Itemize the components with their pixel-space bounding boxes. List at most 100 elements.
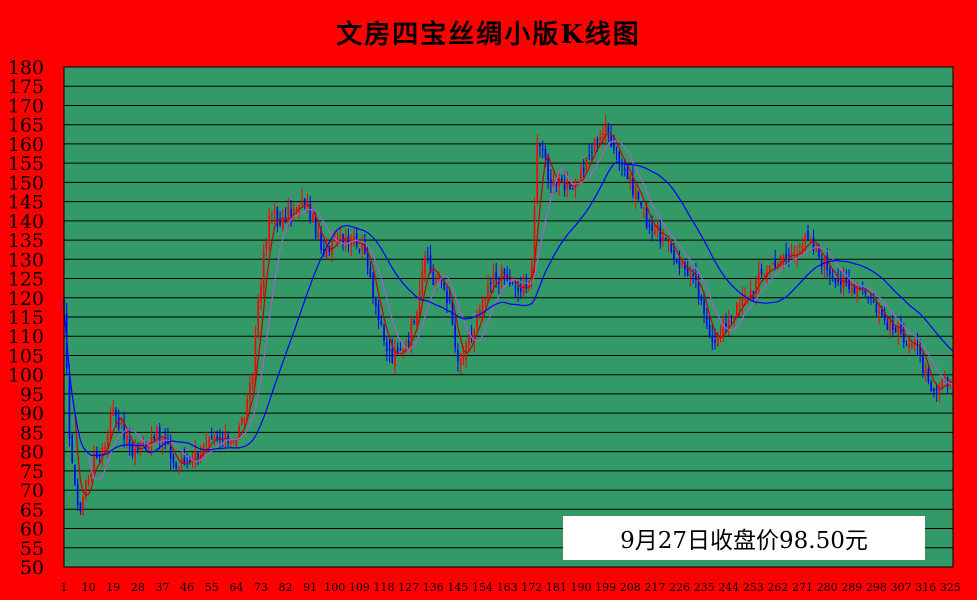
x-tick-label: 181 xyxy=(546,581,567,594)
y-tick-label: 60 xyxy=(20,519,44,541)
y-tick-label: 105 xyxy=(8,345,44,367)
candle xyxy=(522,274,525,299)
y-tick-label: 110 xyxy=(8,326,44,348)
candle xyxy=(730,315,733,325)
x-tick-label: 280 xyxy=(817,581,838,594)
x-tick-label: 289 xyxy=(841,581,862,594)
x-tick-label: 55 xyxy=(205,581,219,594)
candle xyxy=(189,456,191,465)
moving-averages xyxy=(63,133,954,497)
y-tick-label: 100 xyxy=(8,365,44,387)
y-tick-label: 150 xyxy=(8,172,44,194)
x-tick-label: 46 xyxy=(180,581,194,594)
candle xyxy=(593,137,596,153)
candle xyxy=(271,210,273,225)
candle xyxy=(919,339,921,363)
y-tick-label: 75 xyxy=(20,461,44,483)
candle xyxy=(834,278,837,288)
candle xyxy=(779,254,782,268)
candle xyxy=(123,411,125,448)
candle xyxy=(421,260,424,299)
candle xyxy=(640,200,642,209)
y-axis-labels: 1801751701651601551501451401351301251201… xyxy=(8,57,44,579)
y-tick-label: 170 xyxy=(8,95,44,117)
candle xyxy=(153,433,156,442)
y-tick-label: 115 xyxy=(8,307,44,329)
candle xyxy=(711,324,714,351)
candle xyxy=(875,299,878,318)
y-tick-label: 145 xyxy=(8,192,44,214)
candle xyxy=(276,206,279,233)
candle xyxy=(112,400,115,416)
candle xyxy=(443,277,446,292)
candle xyxy=(530,257,533,290)
candle xyxy=(68,364,71,447)
x-tick-label: 82 xyxy=(279,581,293,594)
candle xyxy=(180,452,183,471)
x-tick-label: 19 xyxy=(106,581,120,594)
candle xyxy=(249,373,251,410)
candle xyxy=(301,188,303,206)
candle xyxy=(643,206,645,219)
x-tick-label: 154 xyxy=(472,581,493,594)
candle xyxy=(377,299,380,330)
candle xyxy=(681,257,684,269)
candle xyxy=(878,302,880,325)
candle xyxy=(290,199,292,227)
candle xyxy=(867,295,870,304)
candle xyxy=(429,245,432,274)
candle xyxy=(383,323,385,346)
candle xyxy=(410,315,413,354)
y-tick-label: 135 xyxy=(8,230,44,252)
x-tick-label: 145 xyxy=(447,581,468,594)
candle xyxy=(883,306,886,325)
candle xyxy=(930,379,932,393)
chart-title: 文房四宝丝绸小版K线图 xyxy=(336,20,641,50)
candle xyxy=(615,146,618,161)
candle xyxy=(815,243,818,253)
x-tick-label: 73 xyxy=(254,581,268,594)
candle xyxy=(476,309,478,331)
candle xyxy=(106,428,109,458)
candle xyxy=(796,245,798,267)
candle xyxy=(757,260,760,295)
gridlines xyxy=(64,66,953,568)
candle xyxy=(350,233,353,257)
candle xyxy=(902,323,905,349)
x-tick-label: 253 xyxy=(743,581,764,594)
candle xyxy=(541,140,544,159)
candle xyxy=(604,114,607,145)
candle xyxy=(169,434,172,471)
candle xyxy=(618,150,621,172)
candle xyxy=(708,316,711,339)
candle xyxy=(599,130,601,143)
candle xyxy=(312,212,314,224)
candle xyxy=(303,197,306,210)
candle xyxy=(353,229,355,247)
candle xyxy=(563,171,566,197)
candle xyxy=(927,363,930,385)
candle xyxy=(96,446,98,460)
candle xyxy=(298,204,301,219)
candle xyxy=(678,250,681,276)
candle xyxy=(451,297,454,326)
candle xyxy=(342,233,344,251)
candle xyxy=(369,261,372,279)
candle xyxy=(547,153,549,190)
candle xyxy=(282,209,284,232)
candle xyxy=(894,326,897,334)
candle xyxy=(632,165,634,199)
x-tick-label: 190 xyxy=(570,581,591,594)
x-tick-label: 325 xyxy=(940,581,961,594)
candle xyxy=(580,162,582,182)
candle xyxy=(610,125,612,148)
x-tick-label: 1 xyxy=(61,581,68,594)
y-tick-label: 70 xyxy=(20,480,44,502)
candle xyxy=(607,122,610,142)
candle xyxy=(760,263,763,278)
candle xyxy=(224,424,227,448)
x-tick-label: 226 xyxy=(669,581,690,594)
x-tick-label: 100 xyxy=(324,581,345,594)
candle xyxy=(561,174,563,182)
ma-line-10 xyxy=(63,139,954,481)
